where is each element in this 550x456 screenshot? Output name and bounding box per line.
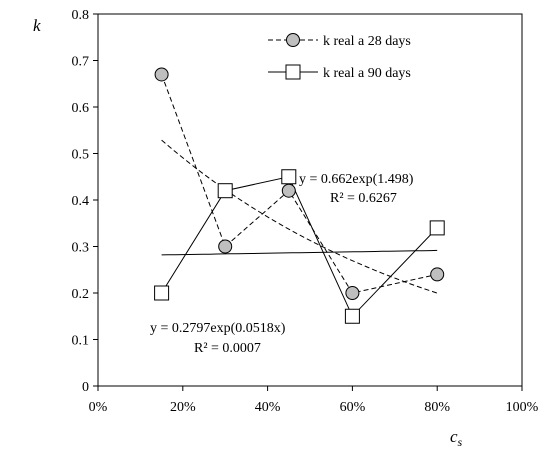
data-point-90-days xyxy=(217,183,233,199)
data-point-28-days xyxy=(430,267,445,282)
y-axis-title: k xyxy=(33,16,41,35)
y-tick-label: 0.6 xyxy=(72,101,90,116)
y-tick-label: 0.2 xyxy=(72,287,90,302)
y-tick-label: 0.3 xyxy=(72,241,90,256)
legend-marker-90-days xyxy=(285,64,301,80)
legend: k real a 28 days k real a 90 days xyxy=(268,33,411,81)
y-tick-label: 0.1 xyxy=(72,334,90,349)
y-axis-ticks: 0 0.1 0.2 0.3 0.4 0.5 0.6 0.7 0.8 xyxy=(72,8,98,395)
x-axis-ticks: 0% 20% 40% 60% 80% 100% xyxy=(89,386,539,415)
legend-label-28-days: k real a 28 days xyxy=(323,34,411,49)
data-point-90-days xyxy=(344,308,360,324)
x-tick-label: 20% xyxy=(170,400,196,415)
x-axis-title: cs xyxy=(450,427,463,449)
data-markers xyxy=(154,67,445,324)
data-point-90-days xyxy=(154,285,170,301)
data-point-28-days xyxy=(218,239,233,254)
trendline-28-days xyxy=(161,139,438,294)
trendline-equation-28-days: y = 0.662exp(1.498) xyxy=(299,172,414,187)
trendlines xyxy=(161,139,438,294)
x-tick-label: 60% xyxy=(340,400,366,415)
trendline-90-days xyxy=(161,249,438,256)
y-tick-label: 0.4 xyxy=(72,194,90,209)
data-point-28-days xyxy=(345,286,360,300)
legend-marker-28-days xyxy=(286,33,300,47)
data-point-90-days xyxy=(281,169,297,185)
y-tick-label: 0.7 xyxy=(72,55,90,70)
y-tick-label: 0.8 xyxy=(72,8,90,23)
trendline-r2-28-days: R² = 0.6267 xyxy=(330,191,397,206)
x-tick-label: 40% xyxy=(255,400,281,415)
x-tick-label: 100% xyxy=(506,400,539,415)
x-axis-title-main: c xyxy=(450,427,458,446)
data-point-90-days xyxy=(429,220,445,236)
trendline-equation-90-days: y = 0.2797exp(0.0518x) xyxy=(150,321,286,336)
x-tick-label: 80% xyxy=(424,400,450,415)
trendline-r2-90-days: R² = 0.0007 xyxy=(194,341,261,356)
data-point-28-days xyxy=(154,67,169,82)
data-point-28-days xyxy=(281,183,296,198)
y-tick-label: 0 xyxy=(82,380,89,395)
y-tick-label: 0.5 xyxy=(72,148,90,163)
x-tick-label: 0% xyxy=(89,400,108,415)
legend-label-90-days: k real a 90 days xyxy=(323,66,411,81)
x-axis-title-subscript: s xyxy=(458,435,463,449)
